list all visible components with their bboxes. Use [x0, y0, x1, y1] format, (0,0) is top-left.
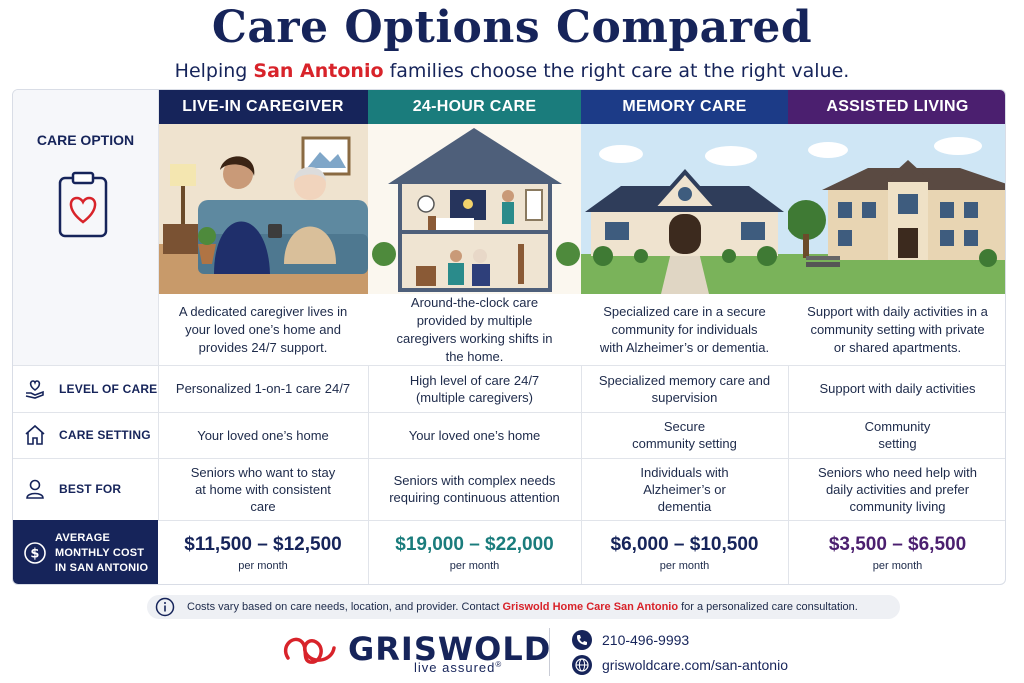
live-in-level: Personalized 1-on-1 care 24/7 — [175, 381, 351, 396]
trademark: ® — [495, 660, 503, 669]
heart-hand-icon — [25, 379, 44, 399]
24-hour-level: High level of care 24/7 (multiple caregi… — [409, 372, 540, 405]
row-divider — [13, 365, 1005, 366]
level-of-care-label: LEVEL OF CARE — [59, 381, 158, 396]
24-hour-description: Around-the-clock care provided by multip… — [368, 294, 581, 365]
clipboard-heart-icon — [58, 171, 108, 238]
memory-setting: Secure community setting — [632, 419, 737, 451]
live-in-setting: Your loved one’s home — [197, 427, 329, 443]
assisted-setting: Community setting — [864, 419, 931, 451]
assisted-best-for: Seniors who need help with daily activit… — [818, 464, 977, 514]
price: $6,000 – $10,500 — [610, 534, 759, 555]
memory-best-for: Individuals with Alzheimer’s or dementia — [640, 464, 729, 514]
home-icon — [25, 424, 45, 445]
header-live-in: LIVE-IN CAREGIVER — [158, 90, 368, 124]
cost-label-line1: AVERAGE — [55, 531, 110, 544]
svg-text:$: $ — [30, 547, 39, 562]
subtitle-pre: Helping — [174, 60, 248, 82]
row-divider — [13, 412, 1005, 413]
care-option-label: CARE OPTION — [36, 132, 135, 148]
subtitle-post: families choose the right care at the ri… — [389, 60, 850, 82]
col-divider — [581, 365, 582, 584]
header-memory-label: MEMORY CARE — [622, 98, 747, 115]
footer-divider — [549, 628, 550, 676]
live-in-description: A dedicated caregiver lives in your love… — [158, 294, 368, 365]
griswold-link[interactable]: Griswold Home Care San Antonio — [502, 601, 679, 613]
memory-description: Specialized care in a secure community f… — [581, 294, 788, 365]
row-label-level-of-care: LEVEL OF CARE — [13, 365, 158, 412]
live-in-illustration — [158, 124, 368, 294]
header-assisted: ASSISTED LIVING — [788, 90, 1005, 124]
header-memory: MEMORY CARE — [581, 90, 788, 124]
24-hour-best-for: Seniors with complex needs requiring con… — [389, 473, 560, 505]
memory-care-illustration — [581, 124, 788, 294]
col-divider — [788, 365, 789, 584]
griswold-logo-icon — [283, 637, 336, 664]
live-in-best-for: Seniors who want to stay at home with co… — [190, 464, 336, 514]
cost-note: Costs vary based on care needs, location… — [147, 595, 900, 619]
page-title: Care Options Compared — [211, 2, 813, 53]
assisted-cost: $3,500 – $6,500 per month — [788, 520, 1005, 584]
col-divider — [158, 90, 159, 520]
brand-tagline: live assured® — [414, 660, 502, 675]
header-24-hour: 24-HOUR CARE — [368, 90, 581, 124]
care-option-header: CARE OPTION — [13, 90, 158, 365]
row-label-average-cost: $ AVERAGE MONTHLY COST IN SAN ANTONIO — [13, 520, 158, 584]
assisted-level: Support with daily activities — [819, 381, 976, 396]
row-label-care-setting: CARE SETTING — [13, 412, 158, 458]
globe-icon — [572, 655, 592, 675]
person-icon — [26, 479, 44, 499]
per-month: per month — [238, 560, 288, 572]
cost-label-line3: IN SAN ANTONIO — [55, 561, 149, 574]
comparison-table: CARE OPTION LIVE-IN CAREGIVER 24-HOUR CA… — [12, 89, 1006, 585]
col-divider — [368, 365, 369, 584]
row-divider — [13, 458, 1005, 459]
row-divider — [13, 520, 1005, 521]
live-in-cost: $11,500 – $12,500 per month — [158, 520, 368, 584]
care-setting-label: CARE SETTING — [59, 428, 151, 442]
memory-level: Specialized memory care and supervision — [598, 372, 771, 405]
dollar-icon: $ — [24, 542, 46, 564]
header-live-in-label: LIVE-IN CAREGIVER — [182, 98, 344, 115]
website-contact[interactable]: griswoldcare.com/san-antonio — [572, 655, 788, 675]
row-label-best-for: BEST FOR — [13, 458, 158, 520]
price: $3,500 – $6,500 — [828, 534, 967, 555]
info-icon — [155, 597, 175, 617]
header-assisted-label: ASSISTED LIVING — [826, 98, 969, 115]
price: $11,500 – $12,500 — [184, 534, 342, 555]
subtitle-city: San Antonio — [253, 60, 384, 82]
website-url: griswoldcare.com/san-antonio — [602, 657, 788, 673]
assisted-living-illustration — [788, 124, 1005, 294]
brand-name: GRISWOLD — [348, 630, 552, 668]
24-hour-cost: $19,000 – $22,000 per month — [368, 520, 581, 584]
24-hour-illustration — [368, 124, 581, 294]
phone-number: 210-496-9993 — [602, 632, 690, 648]
page-subtitle: Helping San Antonio families choose the … — [0, 60, 1024, 82]
24-hour-setting: Your loved one’s home — [408, 427, 541, 443]
header-24-hour-label: 24-HOUR CARE — [412, 98, 537, 115]
average-cost-label: AVERAGE MONTHLY COST IN SAN ANTONIO — [55, 531, 148, 576]
cost-label-line2: MONTHLY COST — [55, 546, 145, 559]
phone-icon — [572, 630, 592, 650]
note-text: Costs vary based on care needs, location… — [187, 601, 500, 613]
assisted-description: Support with daily activities in a commu… — [788, 294, 1005, 365]
memory-cost: $6,000 – $10,500 per month — [581, 520, 788, 584]
per-month: per month — [872, 560, 923, 572]
note-text-end: for a personalized care consultation. — [681, 601, 858, 613]
per-month: per month — [659, 560, 710, 572]
best-for-label: BEST FOR — [59, 482, 122, 496]
phone-contact[interactable]: 210-496-9993 — [572, 630, 689, 650]
per-month: per month — [449, 560, 500, 572]
price: $19,000 – $22,000 — [395, 534, 554, 555]
tagline-text: live assured — [414, 660, 496, 675]
